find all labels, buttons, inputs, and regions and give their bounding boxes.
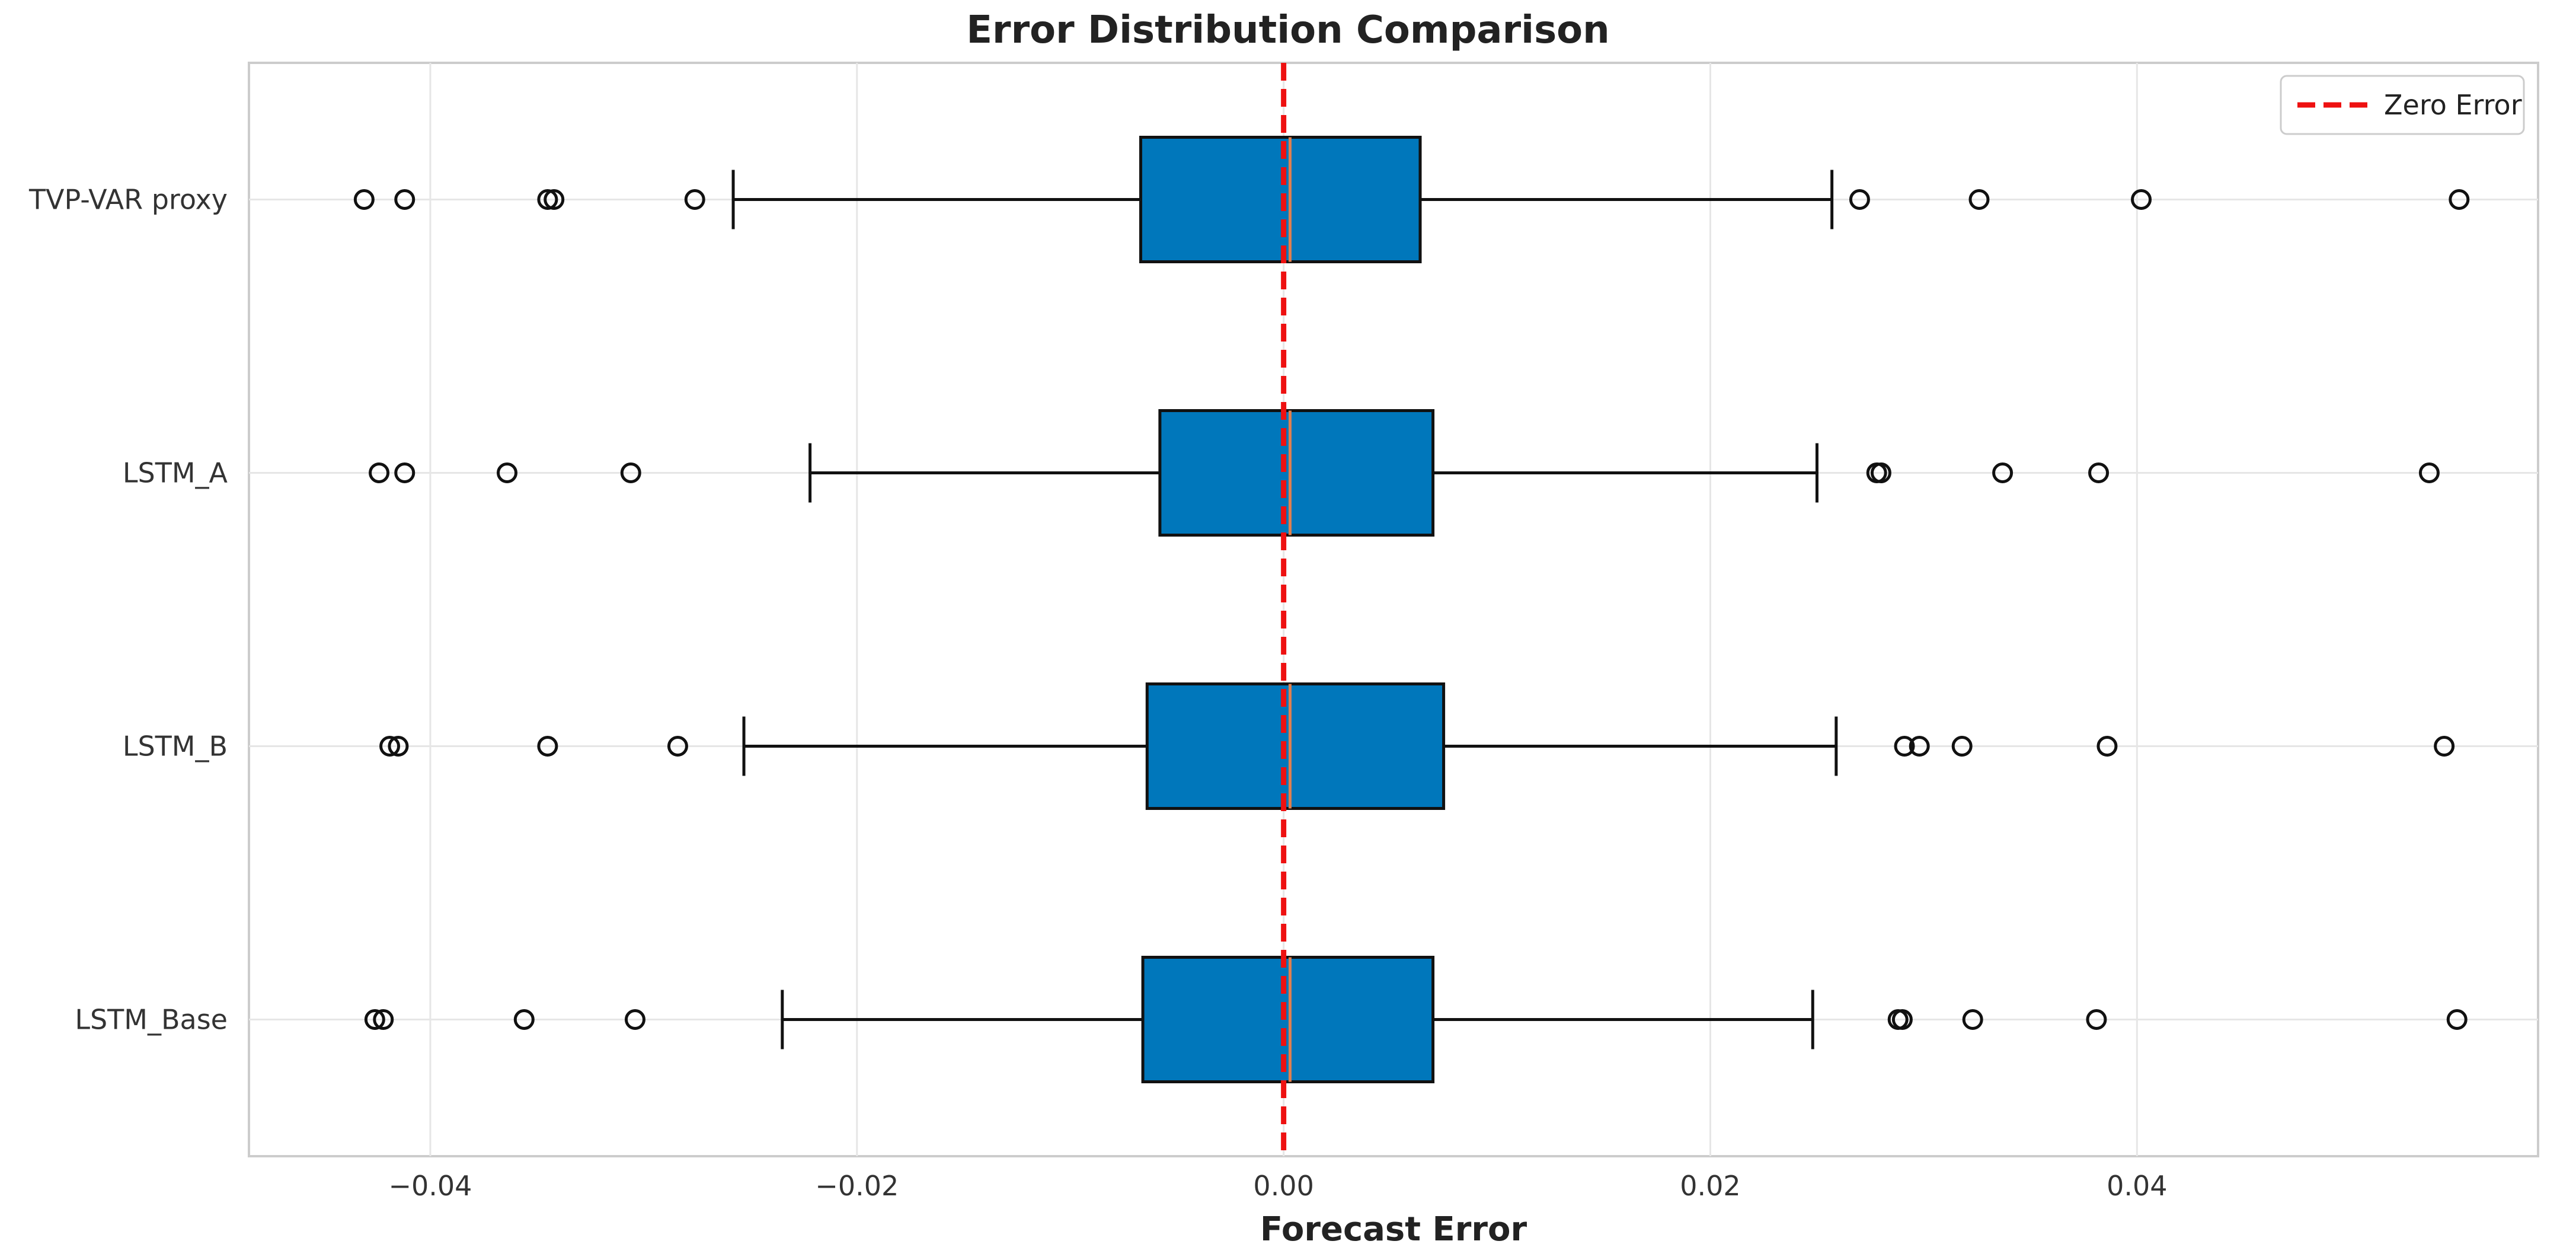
outlier-markers [353, 189, 2470, 1030]
legend: Zero Error [2280, 75, 2525, 135]
box-lstm-base [781, 956, 1814, 1083]
box-tvp-var-proxy [731, 136, 1834, 263]
box-plots [731, 136, 1838, 1083]
outlier-point [2088, 462, 2110, 483]
outlier-point [2131, 189, 2152, 210]
iqr-box [1158, 409, 1435, 537]
y-tick-label: LSTM_Base [75, 1004, 228, 1036]
outlier-point [2086, 1009, 2107, 1030]
outlier-point [1951, 736, 1973, 757]
outlier-point [1891, 1009, 1913, 1030]
outlier-point [1849, 189, 1870, 210]
x-tick-label: 0.04 [2107, 1170, 2167, 1202]
x-tick-label: −0.04 [388, 1170, 472, 1202]
outlier-point [684, 189, 705, 210]
outlier-point [1968, 189, 1990, 210]
box-lstm-a [808, 409, 1818, 537]
outlier-point [353, 189, 375, 210]
outlier-point [2449, 189, 2470, 210]
outlier-point [624, 1009, 645, 1030]
outlier-point [620, 462, 641, 483]
outlier-point [1870, 462, 1891, 483]
y-tick-label: LSTM_A [123, 457, 228, 489]
x-axis-label: Forecast Error [1260, 1210, 1527, 1249]
legend-box [2280, 75, 2525, 135]
box-lstm-b [742, 682, 1838, 810]
outlier-point [544, 189, 565, 210]
outlier-point [2418, 462, 2440, 483]
outlier-point [1962, 1009, 1983, 1030]
outlier-point [1909, 736, 1930, 757]
legend-label: Zero Error [2384, 89, 2522, 121]
iqr-box [1141, 956, 1435, 1083]
outlier-point [2096, 736, 2118, 757]
outlier-point [497, 462, 518, 483]
iqr-box [1139, 136, 1422, 263]
outlier-point [667, 736, 688, 757]
outlier-point [364, 1009, 385, 1030]
outlier-point [394, 462, 416, 483]
outlier-point [513, 1009, 535, 1030]
outlier-point [537, 736, 558, 757]
iqr-box [1145, 682, 1446, 810]
outlier-point [373, 1009, 394, 1030]
outlier-point [394, 189, 416, 210]
outlier-point [2434, 736, 2455, 757]
x-tick-label: 0.00 [1253, 1170, 1313, 1202]
x-tick-label: −0.02 [815, 1170, 899, 1202]
axis-ticks: −0.04 −0.02 0.00 0.02 0.04 TVP-VAR proxy LSTM_… [28, 184, 2168, 1202]
outlier-point [388, 736, 409, 757]
outlier-point [2446, 1009, 2468, 1030]
x-tick-label: 0.02 [1680, 1170, 1740, 1202]
chart-title: Error Distribution Comparison [966, 8, 1609, 52]
plot-frame [248, 62, 2539, 1157]
outlier-point [379, 736, 401, 757]
y-tick-label: TVP-VAR proxy [28, 184, 228, 216]
outlier-point [369, 462, 390, 483]
outlier-point [1894, 736, 1915, 757]
y-tick-label: LSTM_B [123, 730, 228, 763]
outlier-point [537, 189, 558, 210]
outlier-point [1992, 462, 2014, 483]
